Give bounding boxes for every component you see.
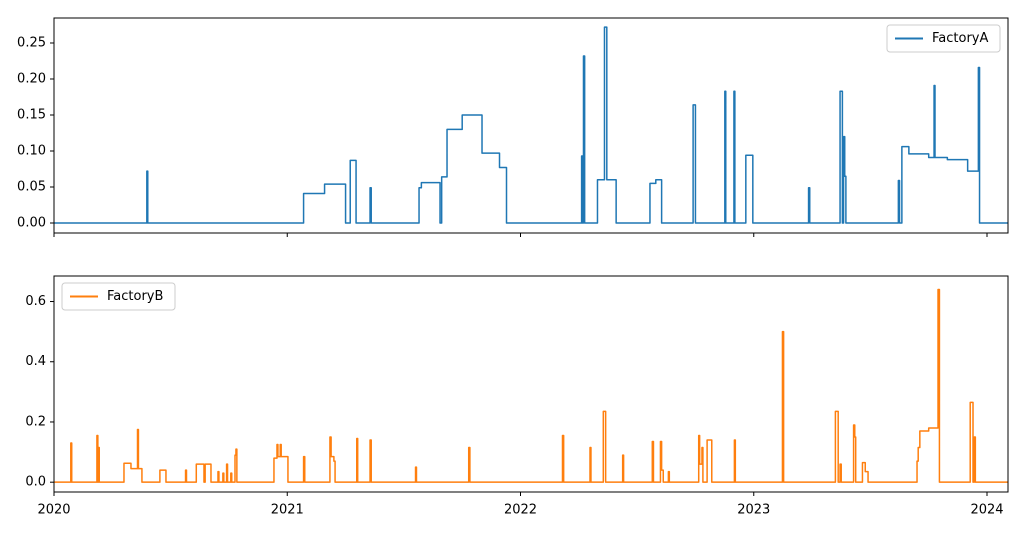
axes-frame xyxy=(53,17,1009,234)
y-tick-label: 0.4 xyxy=(25,354,46,369)
y-tick-label: 0.0 xyxy=(25,475,46,490)
axes-frame xyxy=(53,275,1009,493)
x-tick-label: 2020 xyxy=(37,503,70,518)
series-line xyxy=(54,288,1008,483)
x-tick-label: 2021 xyxy=(271,503,304,518)
y-tick-label: 0.15 xyxy=(17,107,46,122)
legend-box xyxy=(886,24,1001,53)
y-tick-label: 0.00 xyxy=(17,215,46,230)
y-tick-label: 0.05 xyxy=(17,179,46,194)
y-tick-label: 0.20 xyxy=(17,71,46,86)
legend-label: FactoryA xyxy=(932,31,988,46)
y-tick-label: 0.25 xyxy=(17,35,46,50)
x-tick-label: 2024 xyxy=(970,503,1003,518)
y-tick-label: 0.10 xyxy=(17,143,46,158)
legend-box xyxy=(61,282,176,311)
x-tick-label: 2023 xyxy=(737,503,770,518)
y-tick-label: 0.2 xyxy=(25,414,46,429)
series-line xyxy=(54,26,1008,224)
legend-label: FactoryB xyxy=(107,289,163,304)
x-tick-label: 2022 xyxy=(504,503,537,518)
y-tick-label: 0.6 xyxy=(25,294,46,309)
